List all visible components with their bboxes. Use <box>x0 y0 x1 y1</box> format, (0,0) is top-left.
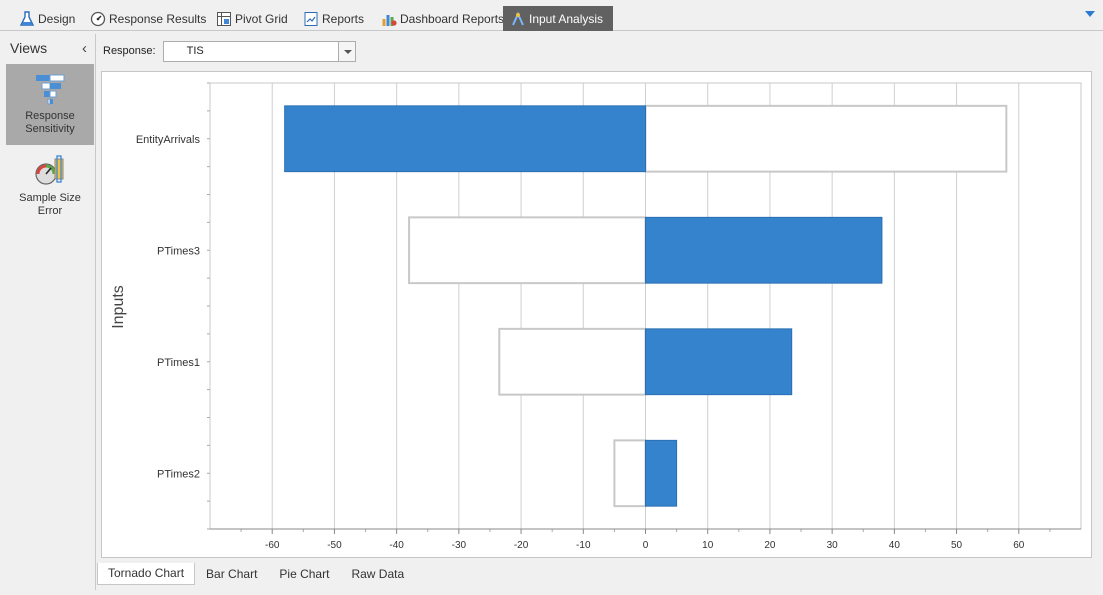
tab-design[interactable]: Design <box>12 6 83 31</box>
bar-outline <box>498 327 647 396</box>
response-selector: Response: TIS <box>103 40 356 62</box>
gauge-icon <box>89 10 106 27</box>
tab-bar-chart[interactable]: Bar Chart <box>206 567 258 581</box>
response-label: Response: <box>103 45 156 57</box>
tab-pivot-grid[interactable]: Pivot Grid <box>209 6 296 31</box>
tab-response-results[interactable]: Response Results <box>83 6 214 31</box>
bar-outline <box>644 104 1008 173</box>
collapse-chevron-icon[interactable]: ‹ <box>82 39 87 57</box>
x-tick-label: -50 <box>327 540 342 551</box>
tornado-chart: -60 -50 -40 -30 -20 -10 0 10 20 30 40 50 60 EntityArr… <box>110 82 1082 551</box>
tab-label: Design <box>38 11 76 26</box>
sample-size-icon <box>35 155 64 185</box>
category-label: EntityArrivals <box>136 134 201 146</box>
input-analysis-icon <box>509 10 526 27</box>
x-tick-label: -10 <box>576 540 591 551</box>
tab-tornado-chart[interactable]: Tornado Chart <box>97 563 196 585</box>
report-icon <box>302 10 319 27</box>
tornado-chart-panel: -60 -50 -40 -30 -20 -10 0 10 20 30 40 50 60 EntityArr… <box>101 71 1092 558</box>
x-tick-label: -40 <box>389 540 404 551</box>
tab-overflow-chevron-icon[interactable] <box>1085 11 1095 17</box>
tab-label: Input Analysis <box>529 11 604 26</box>
x-tick-label: 10 <box>702 540 714 551</box>
x-tick-label: -30 <box>452 540 467 551</box>
x-tick-label: -60 <box>265 540 280 551</box>
bar <box>645 328 793 396</box>
flask-icon <box>18 10 35 27</box>
bar <box>284 105 647 173</box>
x-tick-label: 0 <box>643 540 649 551</box>
bar-outline <box>613 439 647 508</box>
x-tick-label: 50 <box>951 540 963 551</box>
tab-reports[interactable]: Reports <box>296 6 372 31</box>
bar <box>645 216 883 284</box>
x-tick-label: -20 <box>514 540 529 551</box>
tab-pie-chart[interactable]: Pie Chart <box>279 567 330 581</box>
x-tick-label: 30 <box>827 540 839 551</box>
category-label: PTimes2 <box>157 468 200 480</box>
tab-label: Pivot Grid <box>235 11 288 26</box>
category-label: PTimes3 <box>157 245 200 257</box>
view-label: Response Sensitivity <box>25 110 75 135</box>
x-tick-label: 60 <box>1013 540 1025 551</box>
tab-label: Response Results <box>109 11 207 26</box>
category-label: PTimes1 <box>157 357 200 369</box>
chart-type-tabs: Tornado Chart Bar Chart Pie Chart Raw Da… <box>97 563 415 585</box>
tab-raw-data[interactable]: Raw Data <box>351 567 405 581</box>
views-title: Views <box>10 40 48 56</box>
tab-label: Dashboard Reports <box>400 11 505 26</box>
tab-input-analysis[interactable]: Input Analysis <box>503 6 613 31</box>
tab-dashboard-reports[interactable]: Dashboard Reports <box>374 6 512 31</box>
view-response-sensitivity[interactable]: Response Sensitivity <box>6 64 94 145</box>
main-content: Response: TIS -60 -50 -40 -30 -20 -10 0 10 20 30 4… <box>97 34 1098 590</box>
view-sample-size-error[interactable]: Sample Size Error <box>6 146 94 221</box>
bar <box>645 439 678 507</box>
response-value: TIS <box>186 44 204 57</box>
bar-outline <box>408 216 647 285</box>
pivot-grid-icon <box>215 10 232 27</box>
tab-label: Reports <box>322 11 365 26</box>
dashboard-icon <box>380 10 397 27</box>
y-axis-title: Inputs <box>110 285 127 329</box>
views-panel: Views ‹ Response Sensitivity Sample Size… <box>2 34 96 590</box>
x-tick-label: 40 <box>889 540 901 551</box>
tornado-icon <box>36 74 65 105</box>
top-tab-strip: Design Response Results Pivot Grid Repor… <box>0 0 1103 31</box>
x-tick-label: 20 <box>764 540 776 551</box>
dropdown-arrow-icon[interactable] <box>337 41 355 61</box>
response-dropdown[interactable]: TIS <box>162 40 356 62</box>
views-header: Views ‹ <box>2 34 95 62</box>
view-label: Sample Size Error <box>19 192 81 217</box>
